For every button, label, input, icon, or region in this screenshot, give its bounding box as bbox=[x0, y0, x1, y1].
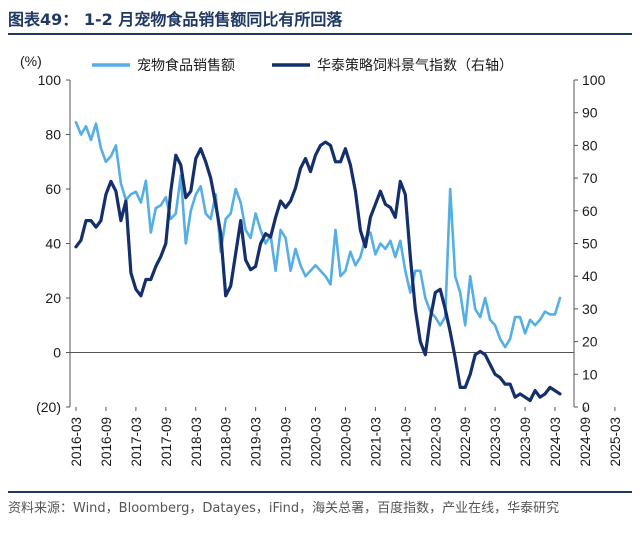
source-note: 资料来源：Wind，Bloomberg，Datayes，iFind，海关总署，百… bbox=[8, 501, 560, 516]
series-layer bbox=[74, 120, 562, 403]
right-tick-label: 80 bbox=[582, 137, 598, 153]
x-tick-label: 2016-03 bbox=[69, 417, 84, 467]
source-rule bbox=[8, 491, 632, 493]
series-line-pet-food-sales bbox=[74, 120, 562, 349]
right-tick-label: 70 bbox=[582, 170, 598, 186]
x-tick-label: 2024-03 bbox=[548, 417, 563, 467]
right-tick-label: 0 bbox=[582, 399, 590, 415]
right-tick-label: 30 bbox=[582, 301, 598, 317]
right-tick-label: 20 bbox=[582, 334, 598, 350]
x-tick-label: 2024-09 bbox=[578, 417, 593, 467]
x-tick-label: 2023-03 bbox=[488, 417, 503, 467]
left-tick-label: 100 bbox=[38, 72, 62, 88]
x-tick-label: 2019-09 bbox=[279, 417, 294, 467]
right-tick-label: 50 bbox=[582, 236, 598, 252]
series-line-feed-index bbox=[74, 140, 562, 403]
x-tick-label: 2018-03 bbox=[189, 417, 204, 467]
left-tick-label: 40 bbox=[45, 236, 61, 252]
x-tick-label: 2021-03 bbox=[368, 417, 383, 467]
legend-label-pet-food-sales: 宠物食品销售额 bbox=[137, 57, 235, 74]
x-tick-label: 2018-09 bbox=[219, 417, 234, 467]
x-tick-label: 2019-03 bbox=[249, 417, 264, 467]
left-axis-unit: (%) bbox=[20, 53, 42, 69]
x-tick-label: 2025-03 bbox=[608, 417, 623, 467]
x-tick-label: 2023-09 bbox=[518, 417, 533, 467]
x-tick-label: 2021-09 bbox=[398, 417, 413, 467]
left-tick-label: 80 bbox=[45, 127, 61, 143]
left-tick-label: (20) bbox=[36, 399, 61, 415]
x-axis-ticks: 2016-03 2016-09 2017-03 2017-09 2018-03 2018-… bbox=[69, 407, 623, 467]
right-tick-label: 40 bbox=[582, 268, 598, 284]
right-tick-label: 100 bbox=[582, 72, 606, 88]
left-tick-label: 20 bbox=[45, 290, 61, 306]
x-tick-label: 2022-09 bbox=[458, 417, 473, 467]
left-tick-label: 0 bbox=[53, 345, 61, 361]
chart-area: (%) 宠物食品销售额 华泰策略饲料景气指数（右轴） (20) 0 20 40 60 80… bbox=[20, 53, 623, 467]
x-tick-label: 2020-03 bbox=[309, 417, 324, 467]
right-tick-label: 60 bbox=[582, 203, 598, 219]
x-tick-label: 2022-03 bbox=[428, 417, 443, 467]
figure-title: 图表49： 1-2 月宠物食品销售额同比有所回落 bbox=[8, 10, 343, 29]
x-tick-label: 2020-09 bbox=[338, 417, 353, 467]
x-tick-label: 2017-03 bbox=[129, 417, 144, 467]
x-tick-label: 2016-09 bbox=[99, 417, 114, 467]
x-tick-label: 2017-09 bbox=[159, 417, 174, 467]
left-tick-label: 60 bbox=[45, 181, 61, 197]
right-tick-label: 10 bbox=[582, 366, 598, 382]
left-axis-ticks: (20) 0 20 40 60 80 100 bbox=[36, 72, 70, 415]
right-axis-ticks: 0 10 20 30 40 50 60 70 80 90 100 bbox=[574, 72, 606, 415]
legend: 宠物食品销售额 华泰策略饲料景气指数（右轴） bbox=[92, 57, 513, 74]
legend-label-feed-index: 华泰策略饲料景气指数（右轴） bbox=[317, 57, 513, 74]
right-tick-label: 90 bbox=[582, 105, 598, 121]
title-rule bbox=[8, 33, 632, 35]
